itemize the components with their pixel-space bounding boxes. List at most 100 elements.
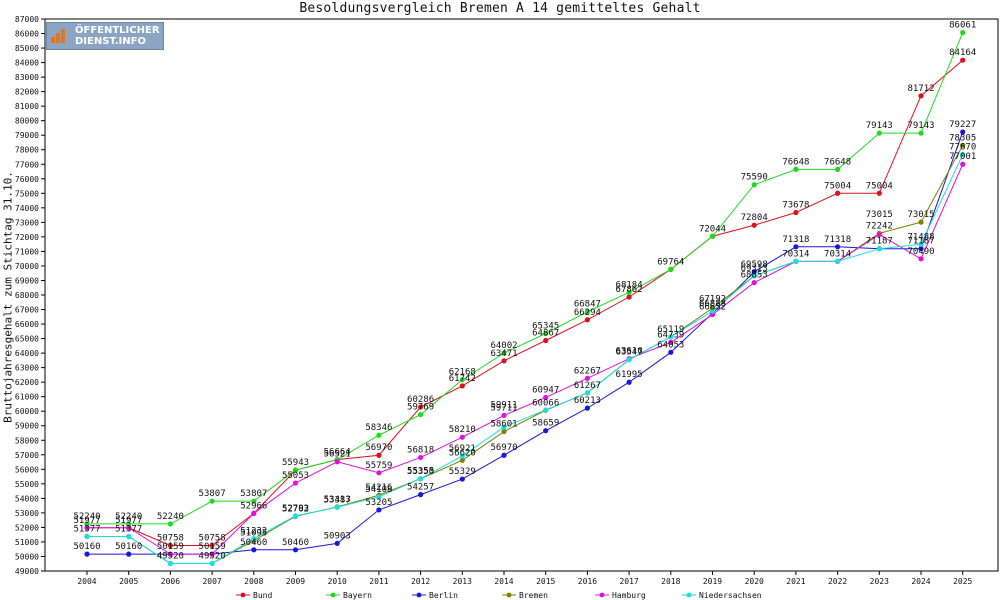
logo-line-1: ÖFFENTLICHER — [75, 25, 160, 36]
data-point-bund — [960, 57, 966, 63]
data-label: 72044 — [699, 224, 726, 234]
data-point-hamburg — [418, 454, 424, 461]
y-tick-label: 50000 — [15, 552, 39, 561]
data-point-bund — [626, 294, 632, 300]
data-label: 66652 — [699, 303, 726, 313]
data-label: 64739 — [657, 330, 684, 340]
data-point-niedersachsen — [376, 494, 382, 500]
data-label: 58659 — [532, 419, 559, 429]
data-point-niedersachsen — [501, 424, 507, 430]
y-tick-label: 53000 — [15, 509, 39, 518]
data-label: 55350 — [407, 467, 434, 477]
y-tick-label: 61000 — [15, 393, 39, 402]
data-point-bund — [209, 542, 215, 549]
data-label: 75004 — [824, 181, 851, 191]
data-point-berlin — [835, 244, 841, 250]
data-label: 50460 — [240, 538, 267, 548]
data-label: 71187 — [907, 237, 934, 247]
legend-marker-berlin — [416, 592, 422, 598]
data-label: 53387 — [324, 495, 351, 505]
y-tick-label: 51000 — [15, 538, 39, 547]
data-point-hamburg — [501, 412, 507, 419]
y-tick-label: 77000 — [15, 160, 39, 169]
data-point-niedersachsen — [626, 357, 632, 363]
data-label: 54108 — [365, 485, 392, 495]
y-tick-label: 56000 — [15, 465, 39, 474]
data-point-bayern — [209, 498, 215, 504]
data-point-berlin — [251, 547, 257, 553]
y-tick-label: 76000 — [15, 175, 39, 184]
data-label: 51095 — [240, 529, 267, 539]
data-point-berlin — [668, 349, 674, 355]
data-point-bayern — [876, 130, 882, 136]
data-label: 52793 — [282, 504, 309, 514]
x-tick-label: 2016 — [578, 577, 597, 586]
data-label: 55329 — [449, 467, 476, 477]
data-point-berlin — [459, 476, 465, 482]
legend-label-bayern: Bayern — [343, 591, 372, 600]
data-point-bund — [876, 190, 882, 196]
data-point-berlin — [334, 540, 340, 546]
y-tick-label: 82000 — [15, 88, 39, 97]
data-label: 56970 — [365, 443, 392, 453]
legend-label-niedersachsen: Niedersachsen — [699, 591, 762, 600]
data-point-hamburg — [292, 480, 299, 486]
data-point-niedersachsen — [209, 560, 215, 567]
data-point-bayern — [459, 377, 465, 383]
data-label: 70314 — [782, 249, 809, 259]
data-label: 64002 — [490, 341, 517, 351]
x-tick-label: 2022 — [828, 577, 847, 586]
data-point-hamburg — [84, 525, 90, 531]
x-tick-label: 2007 — [202, 577, 221, 586]
data-point-berlin — [376, 507, 382, 513]
data-point-niedersachsen — [793, 258, 799, 264]
data-point-berlin — [626, 379, 632, 385]
legend-marker-bund — [240, 592, 246, 598]
site-logo: ÖFFENTLICHER DIENST.INFO — [46, 22, 164, 50]
legend-label-hamburg: Hamburg — [612, 591, 646, 600]
data-label: 51377 — [73, 524, 100, 534]
data-label: 62267 — [574, 366, 601, 376]
x-tick-label: 2015 — [536, 577, 555, 586]
data-label: 60947 — [532, 385, 559, 395]
series-line-niedersachsen — [87, 154, 964, 564]
y-tick-label: 85000 — [15, 44, 39, 53]
data-point-bund — [376, 452, 382, 458]
data-label: 52240 — [115, 512, 142, 522]
y-tick-label: 52000 — [15, 523, 39, 532]
legend-label-bremen: Bremen — [519, 591, 548, 600]
data-point-bund — [918, 93, 924, 99]
x-tick-label: 2025 — [953, 577, 972, 586]
data-label: 50903 — [324, 531, 351, 541]
legend-marker-bremen — [506, 592, 512, 598]
data-label: 58210 — [449, 425, 476, 435]
x-tick-label: 2005 — [119, 577, 138, 586]
data-label: 69764 — [657, 257, 684, 267]
y-tick-label: 81000 — [15, 102, 39, 111]
data-label: 58346 — [365, 423, 392, 433]
data-label: 73678 — [782, 201, 809, 211]
data-point-hamburg — [543, 394, 549, 401]
plot-frame — [44, 18, 999, 572]
y-tick-label: 49000 — [15, 567, 39, 576]
y-tick-label: 58000 — [15, 436, 39, 445]
x-tick-label: 2024 — [911, 577, 930, 586]
data-point-bayern — [543, 330, 549, 337]
legend-marker-bayern — [330, 592, 336, 598]
x-tick-label: 2019 — [703, 577, 722, 586]
data-point-hamburg — [334, 459, 340, 465]
data-point-niedersachsen — [709, 308, 716, 314]
data-point-hamburg — [751, 280, 757, 286]
data-label: 67862 — [616, 285, 643, 295]
data-point-niedersachsen — [126, 533, 132, 540]
data-point-bund — [501, 358, 507, 364]
data-point-bund — [584, 317, 591, 323]
data-point-bayern — [709, 233, 716, 239]
data-point-bayern — [960, 30, 966, 36]
data-label: 51232 — [240, 527, 267, 537]
data-point-niedersachsen — [918, 241, 924, 247]
data-point-berlin — [584, 405, 591, 411]
data-point-bund — [459, 383, 465, 389]
data-label: 66888 — [699, 299, 726, 309]
